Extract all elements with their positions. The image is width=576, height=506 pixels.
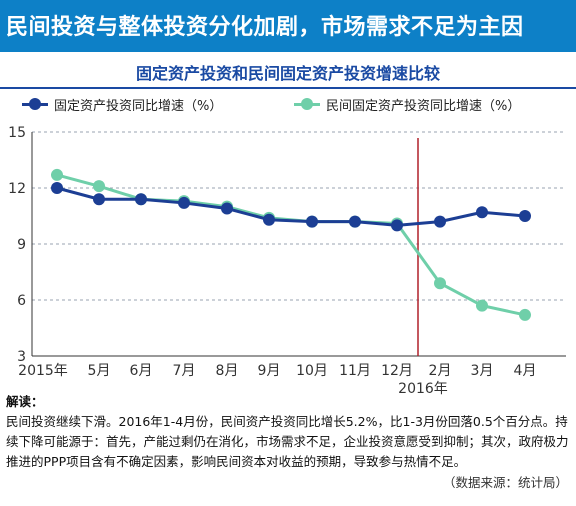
y-tick-label: 15 (8, 125, 26, 141)
data-point (51, 168, 63, 181)
x-tick-label: 11月 (339, 363, 371, 379)
data-point (391, 219, 403, 232)
data-point (93, 180, 105, 193)
y-tick-label: 3 (17, 349, 26, 365)
y-tick-label: 6 (17, 293, 26, 309)
legend-label: 固定资产投资同比增速（%） (54, 99, 223, 114)
data-source: （数据来源：统计局） (442, 475, 568, 490)
x-tick-label: 2月 (429, 363, 452, 379)
x-year-label: 2016年 (398, 381, 448, 397)
x-tick-label: 12月 (381, 363, 413, 379)
chart-title: 固定资产投资和民间固定资产投资增速比较 (135, 64, 440, 83)
data-point (93, 193, 105, 206)
x-tick-label: 8月 (216, 363, 239, 379)
data-point (476, 299, 488, 312)
legend-marker (29, 98, 41, 110)
data-point (263, 213, 275, 226)
legend-label: 民间固定资产投资同比增速（%） (326, 99, 521, 114)
data-point (306, 215, 318, 228)
data-point (434, 215, 446, 228)
y-tick-label: 12 (8, 181, 26, 197)
legend-marker (301, 98, 313, 110)
x-tick-label: 5月 (88, 363, 111, 379)
commentary-body: 民间投资继续下滑。2016年1-4月份，民间资产投资同比增长5.2%，比1-3月… (6, 414, 569, 469)
x-tick-label: 7月 (173, 363, 196, 379)
line-chart: 3 6 9 12 15 2015年 5月 6月 7月 8月 9月 10月 11月 12月 2月 3月 4月 201… (8, 125, 566, 397)
x-tick-label: 6月 (130, 363, 153, 379)
series-line (56, 173, 526, 317)
x-tick-label: 10月 (296, 363, 328, 379)
title-banner: 民间投资与整体投资分化加剧，市场需求不足为主因 (0, 0, 576, 52)
x-tick-label: 2015年 (18, 363, 68, 379)
commentary: 解读： 民间投资继续下滑。2016年1-4月份，民间资产投资同比增长5.2%，比… (6, 392, 572, 472)
commentary-title: 解读： (6, 394, 44, 409)
data-point (135, 193, 147, 206)
x-tick-label: 4月 (514, 363, 537, 379)
data-point (434, 277, 446, 290)
x-tick-label: 3月 (471, 363, 494, 379)
data-point (349, 215, 361, 228)
data-point (178, 196, 190, 209)
data-point (476, 206, 488, 219)
y-tick-label: 9 (17, 237, 26, 253)
data-point (221, 202, 233, 215)
title-underline (0, 87, 576, 89)
series-line (56, 186, 526, 227)
x-tick-label: 9月 (258, 363, 281, 379)
data-point (519, 308, 531, 321)
data-point (519, 210, 531, 222)
data-point (51, 182, 63, 194)
banner-title: 民间投资与整体投资分化加剧，市场需求不足为主因 (6, 15, 524, 40)
